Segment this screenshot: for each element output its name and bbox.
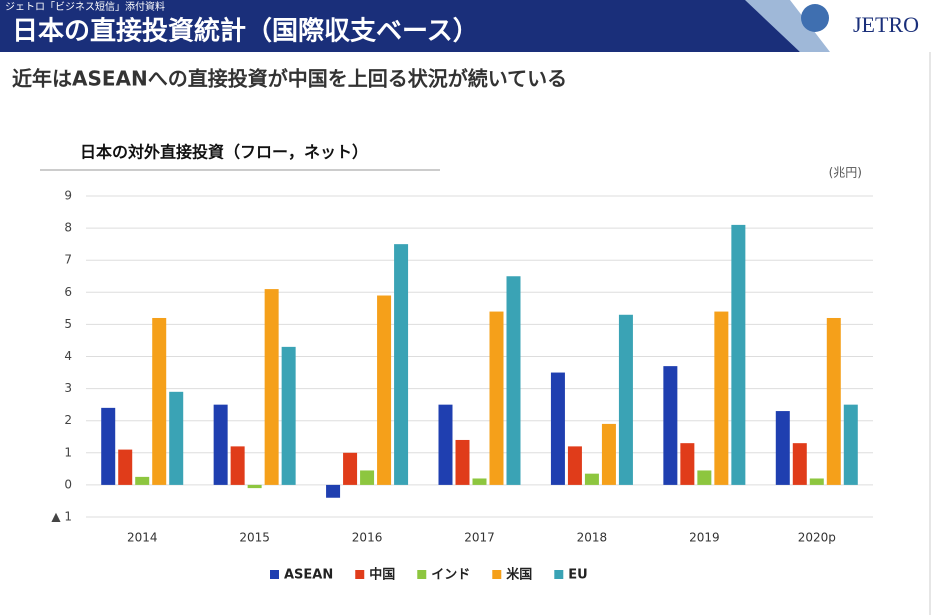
legend-swatch	[417, 570, 427, 579]
bar	[792, 443, 807, 485]
legend-label: 米国	[506, 567, 532, 583]
y-tick-label: 2	[64, 413, 72, 427]
bar	[567, 446, 582, 485]
unit-label: (兆円)	[829, 166, 862, 180]
chart-title: 日本の対外直接投資（フロー，ネット）	[80, 143, 368, 162]
x-tick-label: 2015	[239, 531, 270, 545]
legend-swatch	[270, 570, 279, 579]
bar	[326, 484, 341, 498]
x-tick-label: 2016	[352, 531, 383, 545]
x-tick-label: 2020p	[798, 531, 836, 545]
bar	[489, 311, 504, 485]
bar	[394, 244, 409, 485]
bar	[377, 295, 392, 485]
bar	[843, 404, 858, 485]
logo: JETRO	[853, 12, 919, 37]
bar	[247, 484, 262, 489]
bar	[118, 449, 133, 485]
header-title: 日本の直接投資統計（国際収支ベース）	[12, 16, 479, 47]
y-tick-label: 8	[64, 221, 72, 235]
y-tick-label: 9	[64, 189, 72, 203]
bar	[472, 478, 487, 485]
header-note: ジェトロ「ビジネス短信」添付資料	[5, 0, 165, 13]
x-tick-label: 2014	[127, 531, 158, 545]
globe	[801, 4, 829, 32]
bar	[360, 470, 375, 485]
bar	[618, 314, 633, 485]
bar	[584, 473, 599, 485]
bar	[680, 443, 695, 485]
legend-label: ASEAN	[284, 568, 333, 583]
y-tick-label: 5	[64, 317, 72, 331]
y-tick-label: 6	[64, 285, 72, 299]
legend-label: EU	[568, 568, 587, 583]
y-tick-label: 7	[64, 253, 72, 267]
x-tick-label: 2017	[464, 531, 495, 545]
y-tick-label: 3	[64, 381, 72, 395]
y-tick-label: 1	[64, 445, 72, 459]
legend-swatch	[492, 570, 502, 579]
legend-swatch	[554, 570, 564, 579]
bar	[550, 372, 565, 485]
bar	[601, 423, 616, 485]
bar	[169, 391, 184, 485]
bar	[438, 404, 453, 485]
bar	[506, 276, 521, 485]
bar	[343, 452, 358, 485]
x-tick-label: 2018	[577, 531, 608, 545]
bar	[455, 439, 470, 485]
bar	[731, 224, 746, 485]
x-tick-label: 2019	[689, 531, 720, 545]
bar	[775, 411, 790, 485]
headline: 近年はASEANへの直接投資が中国を上回る状況が続いている	[12, 67, 567, 91]
bar	[213, 404, 228, 485]
bar	[697, 470, 712, 485]
legend-label: 中国	[369, 567, 395, 583]
bar	[264, 289, 279, 485]
y-tick-label: 0	[64, 477, 72, 491]
legend-label: インド	[431, 568, 470, 583]
bar	[826, 317, 841, 485]
bar	[663, 366, 678, 485]
bar	[135, 476, 150, 485]
bar	[714, 311, 729, 485]
bar	[281, 346, 296, 485]
y-tick-label: 4	[64, 349, 72, 363]
bar	[152, 317, 167, 485]
legend-swatch	[355, 570, 365, 579]
bar	[230, 446, 245, 485]
bar	[809, 478, 824, 485]
y-tick-label: ▲ 1	[51, 510, 72, 524]
bar	[101, 407, 116, 485]
header-decoration	[745, 0, 830, 52]
